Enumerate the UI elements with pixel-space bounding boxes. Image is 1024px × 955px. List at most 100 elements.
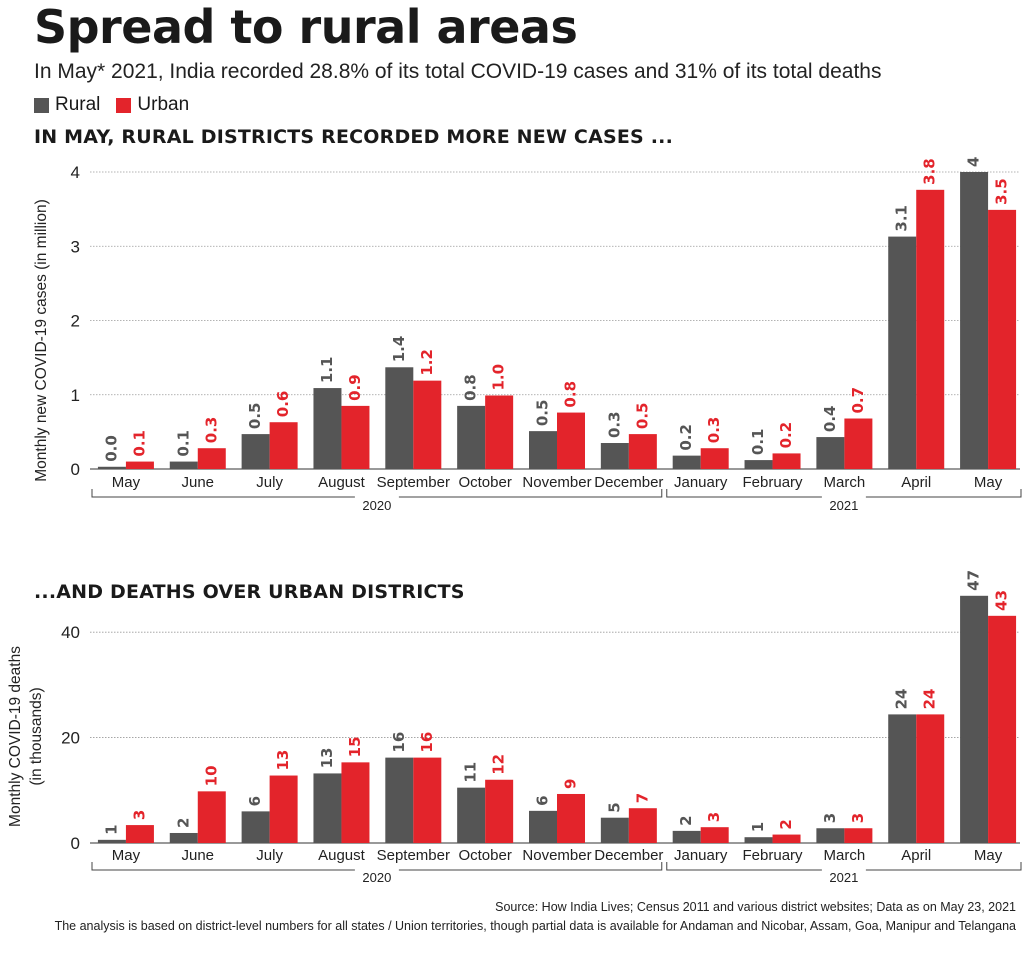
cases-bar-urban bbox=[125, 461, 154, 469]
deaths-x-tick-label: July bbox=[256, 847, 283, 864]
deaths-x-tick-label: November bbox=[522, 847, 591, 864]
cases-bar-rural bbox=[672, 455, 701, 469]
deaths-x-tick-label: January bbox=[674, 847, 728, 864]
cases-data-label-urban: 0.2 bbox=[777, 422, 795, 449]
deaths-bar-rural bbox=[529, 810, 557, 843]
deaths-data-label-urban: 12 bbox=[490, 754, 508, 775]
cases-data-label-rural: 0.2 bbox=[677, 424, 695, 451]
cases-bar-urban bbox=[413, 380, 442, 469]
cases-data-label-rural: 0.0 bbox=[102, 435, 120, 462]
legend-item-urban: Urban bbox=[116, 94, 189, 116]
cases-bar-rural bbox=[888, 236, 917, 469]
cases-x-tick-label: July bbox=[256, 474, 283, 491]
deaths-data-label-rural: 13 bbox=[318, 748, 336, 769]
cases-bar-urban bbox=[485, 395, 514, 469]
deaths-data-label-rural: 47 bbox=[965, 570, 983, 591]
cases-data-label-rural: 0.1 bbox=[749, 429, 767, 456]
legend-item-rural: Rural bbox=[34, 94, 100, 116]
deaths-y-tick-label: 20 bbox=[61, 729, 80, 748]
cases-data-label-urban: 3.8 bbox=[921, 158, 939, 185]
cases-data-label-rural: 0.8 bbox=[462, 374, 480, 401]
deaths-year-label: 2021 bbox=[829, 870, 858, 885]
deaths-x-tick-label: May bbox=[974, 847, 1003, 864]
cases-data-label-urban: 0.7 bbox=[849, 387, 867, 414]
deaths-bar-urban bbox=[628, 808, 657, 843]
deaths-data-label-rural: 2 bbox=[174, 818, 192, 828]
cases-bar-rural bbox=[744, 460, 773, 469]
cases-x-tick-label: June bbox=[182, 474, 215, 491]
cases-y-tick-label: 3 bbox=[71, 237, 80, 256]
deaths-bar-urban bbox=[413, 757, 442, 843]
legend-label-rural: Rural bbox=[55, 94, 101, 115]
cases-data-label-rural: 1.4 bbox=[390, 336, 408, 363]
cases-data-label-urban: 0.3 bbox=[705, 417, 723, 444]
deaths-data-label-rural: 24 bbox=[893, 689, 911, 710]
deaths-data-label-rural: 2 bbox=[677, 815, 695, 825]
deaths-data-label-rural: 5 bbox=[605, 802, 623, 812]
cases-bar-rural bbox=[97, 466, 126, 469]
cases-data-label-rural: 0.1 bbox=[174, 430, 192, 457]
cases-bar-urban bbox=[557, 412, 585, 469]
chart-title: Spread to rural areas bbox=[34, 0, 578, 54]
cases-bar-urban bbox=[700, 448, 729, 469]
deaths-bar-urban bbox=[125, 825, 154, 843]
deaths-bar-rural bbox=[744, 837, 773, 843]
cases-x-tick-label: December bbox=[594, 474, 663, 491]
deaths-data-label-rural: 6 bbox=[534, 795, 552, 805]
cases-year-bracket bbox=[666, 489, 1022, 498]
cases-data-label-urban: 0.6 bbox=[274, 391, 292, 418]
cases-year-label: 2020 bbox=[362, 498, 391, 513]
cases-year-label: 2021 bbox=[829, 498, 858, 513]
deaths-bar-urban bbox=[557, 793, 585, 843]
cases-data-label-rural: 1.1 bbox=[318, 356, 336, 383]
cases-data-label-rural: 4 bbox=[965, 157, 983, 167]
cases-bar-urban bbox=[628, 434, 657, 469]
deaths-data-label-urban: 10 bbox=[202, 765, 220, 786]
deaths-bar-urban bbox=[700, 827, 729, 843]
deaths-x-tick-label: June bbox=[182, 847, 215, 864]
cases-y-tick-label: 1 bbox=[71, 386, 80, 405]
cases-bar-rural bbox=[385, 367, 414, 469]
cases-bar-rural bbox=[816, 437, 845, 469]
deaths-bar-rural bbox=[457, 787, 486, 843]
chart-subtitle: In May* 2021, India recorded 28.8% of it… bbox=[34, 60, 882, 83]
deaths-x-tick-label: October bbox=[458, 847, 511, 864]
deaths-bar-rural bbox=[888, 714, 917, 843]
deaths-chart-title: ...AND DEATHS OVER URBAN DISTRICTS bbox=[34, 581, 465, 603]
deaths-x-tick-label: May bbox=[112, 847, 141, 864]
cases-y-axis-label: Monthly new COVID-19 cases (in million) bbox=[33, 199, 50, 482]
deaths-bar-urban bbox=[485, 779, 514, 843]
deaths-bar-urban bbox=[988, 615, 1017, 843]
cases-bar-rural bbox=[960, 172, 989, 469]
deaths-y-axis-label: Monthly COVID-19 deaths bbox=[7, 646, 24, 827]
cases-x-tick-label: November bbox=[522, 474, 591, 491]
deaths-x-tick-label: February bbox=[743, 847, 804, 864]
deaths-y-axis-label: (in thousands) bbox=[28, 687, 45, 785]
legend: Rural Urban bbox=[34, 94, 189, 116]
cases-bar-rural bbox=[169, 461, 198, 469]
cases-data-label-urban: 0.8 bbox=[562, 381, 580, 408]
cases-x-tick-label: September bbox=[377, 474, 450, 491]
deaths-x-tick-label: April bbox=[901, 847, 931, 864]
cases-y-tick-label: 4 bbox=[71, 163, 80, 182]
cases-data-label-urban: 0.3 bbox=[202, 417, 220, 444]
deaths-data-label-urban: 15 bbox=[346, 736, 364, 757]
deaths-bar-rural bbox=[672, 830, 701, 843]
cases-data-label-rural: 3.1 bbox=[893, 205, 911, 232]
cases-bar-urban bbox=[341, 405, 370, 469]
deaths-data-label-urban: 3 bbox=[130, 810, 148, 820]
deaths-x-tick-label: December bbox=[594, 847, 663, 864]
cases-x-tick-label: April bbox=[901, 474, 931, 491]
deaths-data-label-urban: 9 bbox=[562, 779, 580, 789]
deaths-data-label-urban: 13 bbox=[274, 750, 292, 771]
deaths-data-label-urban: 43 bbox=[993, 590, 1011, 611]
cases-bar-rural bbox=[313, 388, 342, 469]
deaths-data-label-urban: 16 bbox=[418, 732, 436, 753]
cases-bar-urban bbox=[772, 453, 801, 469]
cases-data-label-urban: 1.2 bbox=[418, 349, 436, 376]
deaths-data-label-rural: 1 bbox=[749, 822, 767, 832]
deaths-bar-urban bbox=[341, 762, 370, 843]
deaths-y-tick-label: 0 bbox=[71, 834, 80, 853]
deaths-data-label-rural: 16 bbox=[390, 732, 408, 753]
